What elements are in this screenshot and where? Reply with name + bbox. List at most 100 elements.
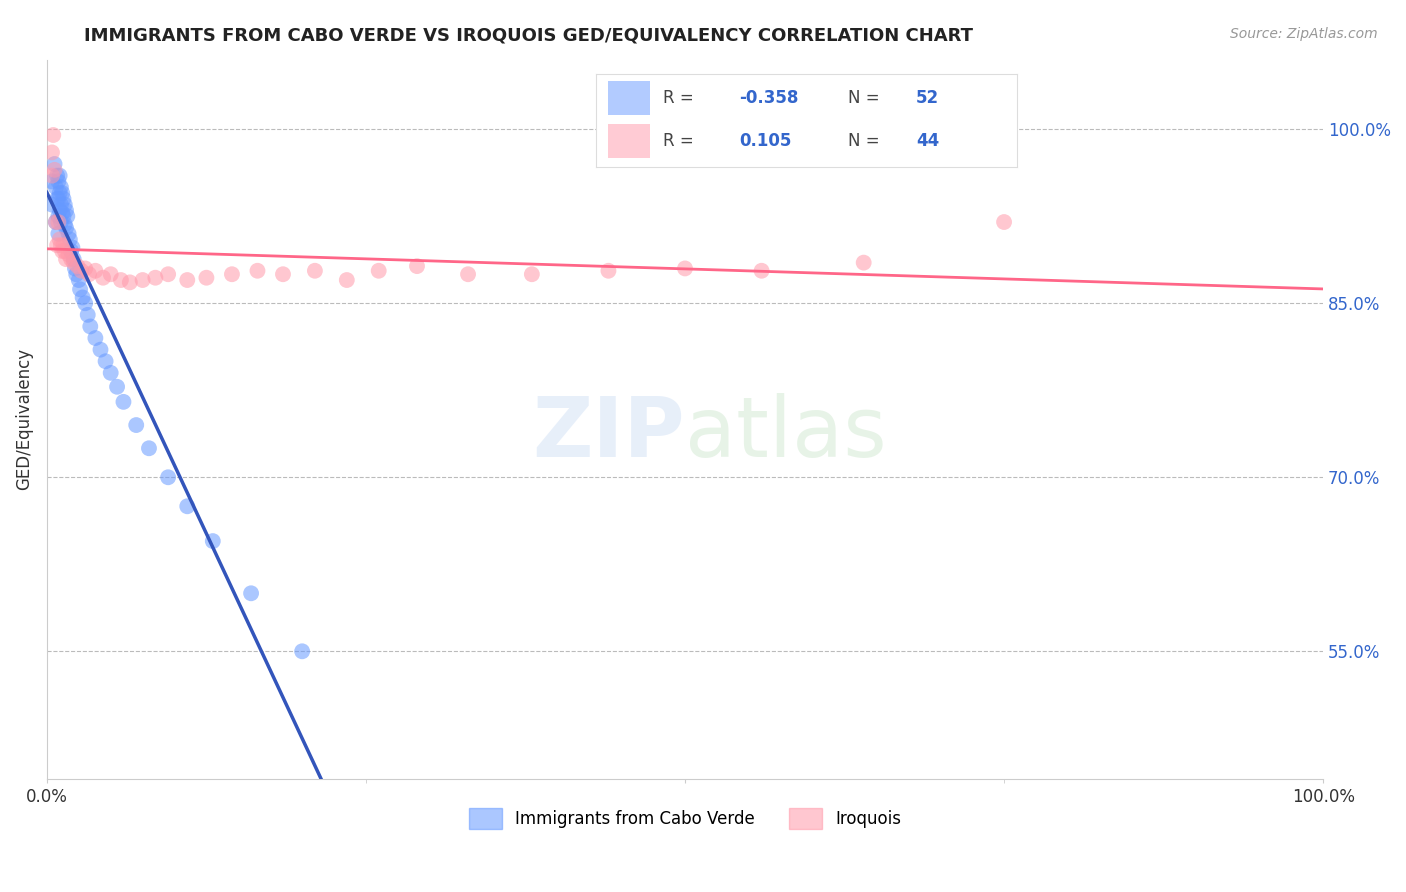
Point (367, 264, 389, 278)
Point (49, 197, 72, 211)
Point (49, 238, 72, 252)
Point (75, 261, 97, 276)
Text: IMMIGRANTS FROM CABO VERDE VS IROQUOIS GED/EQUIVALENCY CORRELATION CHART: IMMIGRANTS FROM CABO VERDE VS IROQUOIS G… (84, 27, 973, 45)
Text: Source: ZipAtlas.com: Source: ZipAtlas.com (1230, 27, 1378, 41)
Point (48, 227, 70, 241)
Point (84, 264, 107, 278)
Text: ZIP: ZIP (533, 393, 685, 475)
Point (89, 343, 111, 357)
Point (53, 197, 76, 211)
Point (70, 264, 93, 278)
Point (58, 247, 80, 261)
Point (60, 244, 83, 258)
Point (457, 267, 479, 281)
Point (100, 267, 122, 281)
Point (44, 162, 66, 177)
Point (176, 500, 198, 514)
Point (45, 180, 67, 194)
Point (48, 203, 70, 218)
Point (271, 267, 294, 281)
Point (55, 252, 77, 267)
Point (75, 296, 97, 310)
Point (48, 232, 70, 246)
Point (58, 227, 80, 241)
Point (48, 169, 70, 183)
Point (145, 270, 167, 285)
Point (291, 644, 314, 658)
Point (66, 259, 89, 273)
Point (53, 244, 76, 258)
Point (751, 264, 773, 278)
Point (59, 232, 82, 246)
Point (49, 215, 72, 229)
Point (72, 290, 94, 304)
Point (41, 197, 63, 211)
Point (993, 215, 1015, 229)
Point (55, 203, 77, 218)
Point (118, 276, 141, 290)
Point (65, 267, 87, 281)
Point (49, 180, 72, 194)
Point (48, 174, 70, 188)
Point (41, 174, 63, 188)
Point (336, 273, 359, 287)
Point (62, 252, 84, 267)
Point (201, 534, 224, 549)
Point (100, 366, 122, 380)
Point (84, 331, 107, 345)
Point (41, 145, 63, 160)
Point (52, 209, 75, 223)
Point (176, 273, 198, 287)
Point (48, 215, 70, 229)
Point (45, 215, 67, 229)
Point (55, 220, 77, 235)
Point (195, 270, 218, 285)
Point (46, 192, 69, 206)
Point (69, 282, 91, 296)
Point (62, 241, 84, 255)
Point (406, 259, 429, 273)
Point (51, 206, 73, 220)
Point (52, 192, 75, 206)
Point (77, 267, 100, 281)
Point (63, 261, 86, 276)
Point (52, 238, 75, 252)
Point (105, 380, 128, 394)
Point (44, 157, 66, 171)
Point (62, 255, 84, 269)
Point (125, 418, 148, 433)
Point (48, 192, 70, 206)
Point (598, 264, 620, 278)
Point (79, 319, 101, 334)
Point (221, 267, 243, 281)
Legend: Immigrants from Cabo Verde, Iroquois: Immigrants from Cabo Verde, Iroquois (463, 802, 908, 835)
Point (53, 218, 76, 232)
Point (852, 255, 875, 269)
Point (246, 264, 269, 278)
Point (94, 354, 117, 368)
Point (520, 267, 543, 281)
Point (112, 395, 135, 409)
Point (240, 586, 263, 600)
Point (138, 442, 160, 456)
Point (42, 128, 65, 142)
Y-axis label: GED/Equivalency: GED/Equivalency (15, 348, 32, 491)
Text: atlas: atlas (685, 393, 887, 475)
Point (157, 267, 180, 281)
Point (45, 215, 67, 229)
Point (110, 273, 132, 287)
Point (48, 209, 70, 223)
Point (91, 270, 114, 285)
Point (48, 186, 70, 200)
Point (56, 209, 79, 223)
Point (51, 186, 73, 200)
Point (673, 261, 696, 276)
Point (41, 169, 63, 183)
Point (304, 264, 326, 278)
Point (60, 252, 83, 267)
Point (76, 308, 98, 322)
Point (131, 273, 153, 287)
Point (46, 169, 69, 183)
Point (51, 244, 73, 258)
Point (46, 238, 69, 252)
